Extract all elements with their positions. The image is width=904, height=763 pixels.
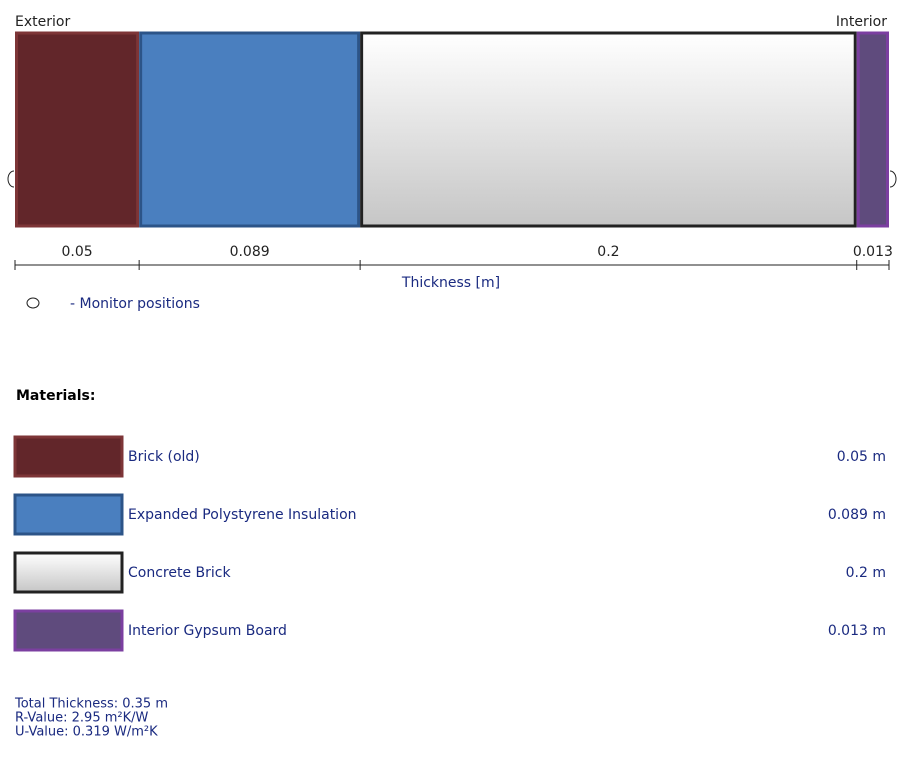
- exterior-label: Exterior: [15, 14, 70, 30]
- material-thickness: 0.089 m: [828, 507, 886, 523]
- interior-label: Interior: [836, 14, 887, 30]
- thickness-label: 0.013: [853, 244, 893, 260]
- monitor-legend: - Monitor positions: [70, 296, 200, 312]
- materials-heading: Materials:: [16, 388, 95, 404]
- material-name: Interior Gypsum Board: [128, 623, 287, 639]
- monitor-legend-icon: [26, 297, 40, 309]
- layer: [15, 31, 140, 228]
- material-swatch: [13, 493, 124, 536]
- axis-label: Thickness [m]: [401, 275, 500, 291]
- material-name: Brick (old): [128, 449, 200, 465]
- thickness-label: 0.05: [61, 244, 92, 260]
- summary-line: R-Value: 2.95 m²K/W: [15, 711, 149, 726]
- thickness-label: 0.089: [230, 244, 270, 260]
- summary-line: U-Value: 0.319 W/m²K: [15, 725, 158, 740]
- material-name: Concrete Brick: [128, 565, 231, 581]
- material-swatch: [13, 609, 124, 652]
- material-swatch: [13, 435, 124, 478]
- monitor-position: [7, 170, 15, 188]
- material-swatch: [13, 551, 124, 594]
- material-thickness: 0.013 m: [828, 623, 886, 639]
- monitor-position: [889, 170, 897, 188]
- material-thickness: 0.2 m: [846, 565, 886, 581]
- layer: [139, 31, 361, 228]
- thickness-label: 0.2: [597, 244, 619, 260]
- summary-line: Total Thickness: 0.35 m: [14, 697, 168, 712]
- layer: [856, 31, 890, 228]
- material-thickness: 0.05 m: [837, 449, 886, 465]
- material-name: Expanded Polystyrene Insulation: [128, 507, 357, 523]
- layer: [360, 31, 857, 228]
